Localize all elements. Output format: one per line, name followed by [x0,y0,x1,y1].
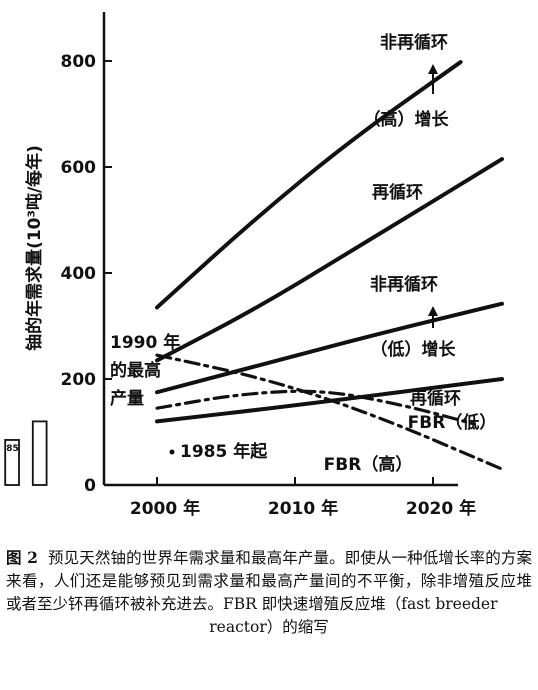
uranium-demand-chart: 0 200 400 600 800 铀的年需求量(10³吨/每年) 2000 年 2010 年… [4,12,504,519]
peak-label-line-2: 的最高 [110,360,161,381]
series-label-fbr-low: FBR（低） [408,412,497,433]
series-label-recycle-low: 再循环 [410,388,461,409]
series-lines [155,60,504,471]
x-tick-label: 2000 年 [130,498,200,519]
low-growth-label: （低）增长 [371,339,457,360]
caption-last-line: reactor）的缩写 [209,618,329,636]
series-label-nonrecycle-low: 非再循环 [370,274,438,295]
history-bars: 275685 [4,420,48,486]
start-label-dot [169,449,175,455]
y-tick-label: 200 [61,370,97,390]
axes: 0 200 400 600 800 铀的年需求量(10³吨/每年) 2000 年 2010 年… [24,12,476,519]
series-label-nonrecycle-high: 非再循环 [380,32,448,53]
series-line-4 [155,377,504,424]
y-axis-label: 铀的年需求量(10³吨/每年) [24,145,45,351]
series-label-recycle-high: 再循环 [372,182,423,203]
high-growth-arrowhead [428,64,438,74]
chart-labels: 非再循环再循环非再循环再循环FBR（低）FBR（高）（高）增长（低）增长1990… [110,32,496,475]
peak-label-line-1: 1990 年 [110,332,180,353]
x-tick-label: 2010 年 [268,498,338,519]
x-tick-label: 2020 年 [406,498,476,519]
figure-number: 图 2 [6,548,38,567]
start-label: 1985 年起 [180,441,268,462]
history-bar [4,439,20,486]
high-growth-label: （高）增长 [364,109,450,130]
series-line-1 [155,60,463,310]
y-tick-label: 600 [61,158,97,178]
history-bar [31,420,48,486]
peak-label-line-3: 产量 [110,388,144,409]
series-line-2 [155,157,504,363]
y-tick-label: 800 [61,52,97,72]
figure-caption: 图 2 预见天然铀的世界年需求量和最高年产量。即使从一种低增长率的方案来看，人们… [6,546,532,639]
series-line-3 [155,301,504,395]
y-tick-label: 400 [61,264,97,284]
caption-text: 预见天然铀的世界年需求量和最高年产量。即使从一种低增长率的方案来看，人们还是能够… [6,549,532,613]
low-growth-arrowhead [428,306,438,316]
series-label-fbr-high: FBR（高） [324,454,413,475]
y-tick-label: 0 [84,476,96,496]
series-line-5 [155,389,476,426]
history-bar-label: 85 [6,444,19,454]
series-line-6 [155,353,504,471]
